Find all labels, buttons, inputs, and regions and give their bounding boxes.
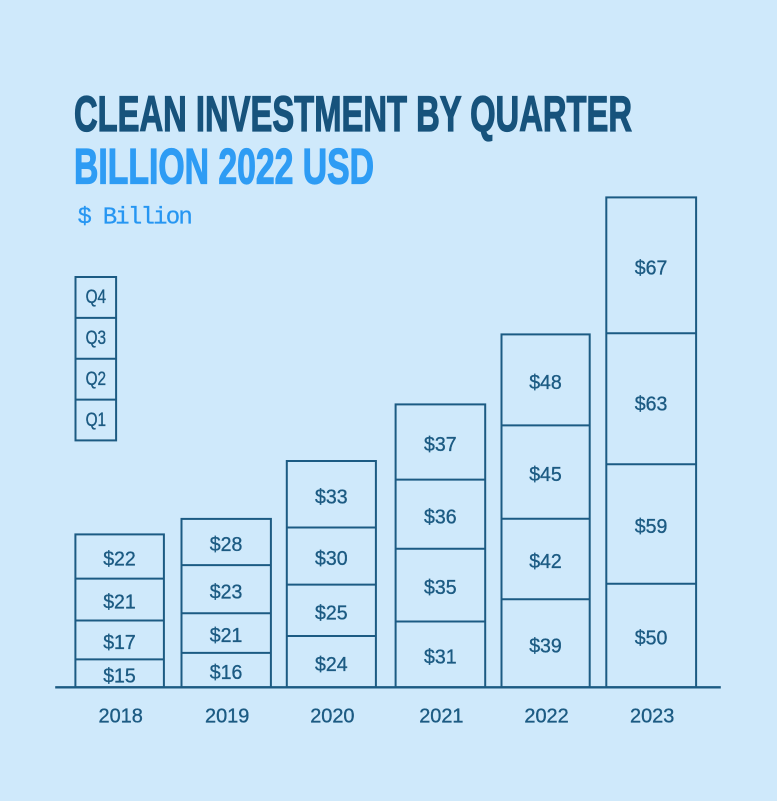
svg-text:$37: $37 xyxy=(424,434,457,456)
svg-text:2019: 2019 xyxy=(205,705,249,727)
svg-text:$30: $30 xyxy=(315,548,348,570)
svg-text:$24: $24 xyxy=(315,654,348,676)
svg-text:$39: $39 xyxy=(529,635,562,657)
svg-text:$21: $21 xyxy=(210,625,243,647)
svg-text:$36: $36 xyxy=(424,506,457,528)
svg-text:$15: $15 xyxy=(103,665,136,687)
svg-text:$67: $67 xyxy=(635,258,668,280)
svg-text:$16: $16 xyxy=(210,662,243,684)
svg-text:$33: $33 xyxy=(315,486,348,508)
svg-text:CLEAN INVESTMENT BY QUARTER: CLEAN INVESTMENT BY QUARTER xyxy=(74,86,632,142)
svg-text:BILLION 2022 USD: BILLION 2022 USD xyxy=(74,138,374,194)
svg-text:$45: $45 xyxy=(529,464,562,486)
svg-text:$42: $42 xyxy=(529,551,562,573)
svg-text:$21: $21 xyxy=(103,592,136,614)
svg-text:$23: $23 xyxy=(210,581,243,603)
svg-text:2018: 2018 xyxy=(99,705,143,727)
svg-text:2022: 2022 xyxy=(524,705,568,727)
svg-text:2021: 2021 xyxy=(419,705,463,727)
svg-text:$48: $48 xyxy=(529,372,562,394)
svg-text:Q2: Q2 xyxy=(86,369,107,390)
svg-text:2020: 2020 xyxy=(310,705,354,727)
svg-text:$59: $59 xyxy=(635,516,668,538)
svg-text:$31: $31 xyxy=(424,647,457,669)
svg-text:$ Billion: $ Billion xyxy=(78,205,192,232)
svg-text:$17: $17 xyxy=(103,632,136,654)
svg-text:$22: $22 xyxy=(103,549,136,571)
svg-text:2023: 2023 xyxy=(630,705,674,727)
svg-text:Q3: Q3 xyxy=(86,328,107,349)
svg-text:$28: $28 xyxy=(210,534,243,556)
svg-text:$63: $63 xyxy=(635,393,668,415)
svg-text:Q4: Q4 xyxy=(86,287,107,308)
svg-text:$50: $50 xyxy=(635,628,668,650)
svg-text:$35: $35 xyxy=(424,577,457,599)
svg-text:Q1: Q1 xyxy=(86,410,107,431)
svg-text:$25: $25 xyxy=(315,602,348,624)
